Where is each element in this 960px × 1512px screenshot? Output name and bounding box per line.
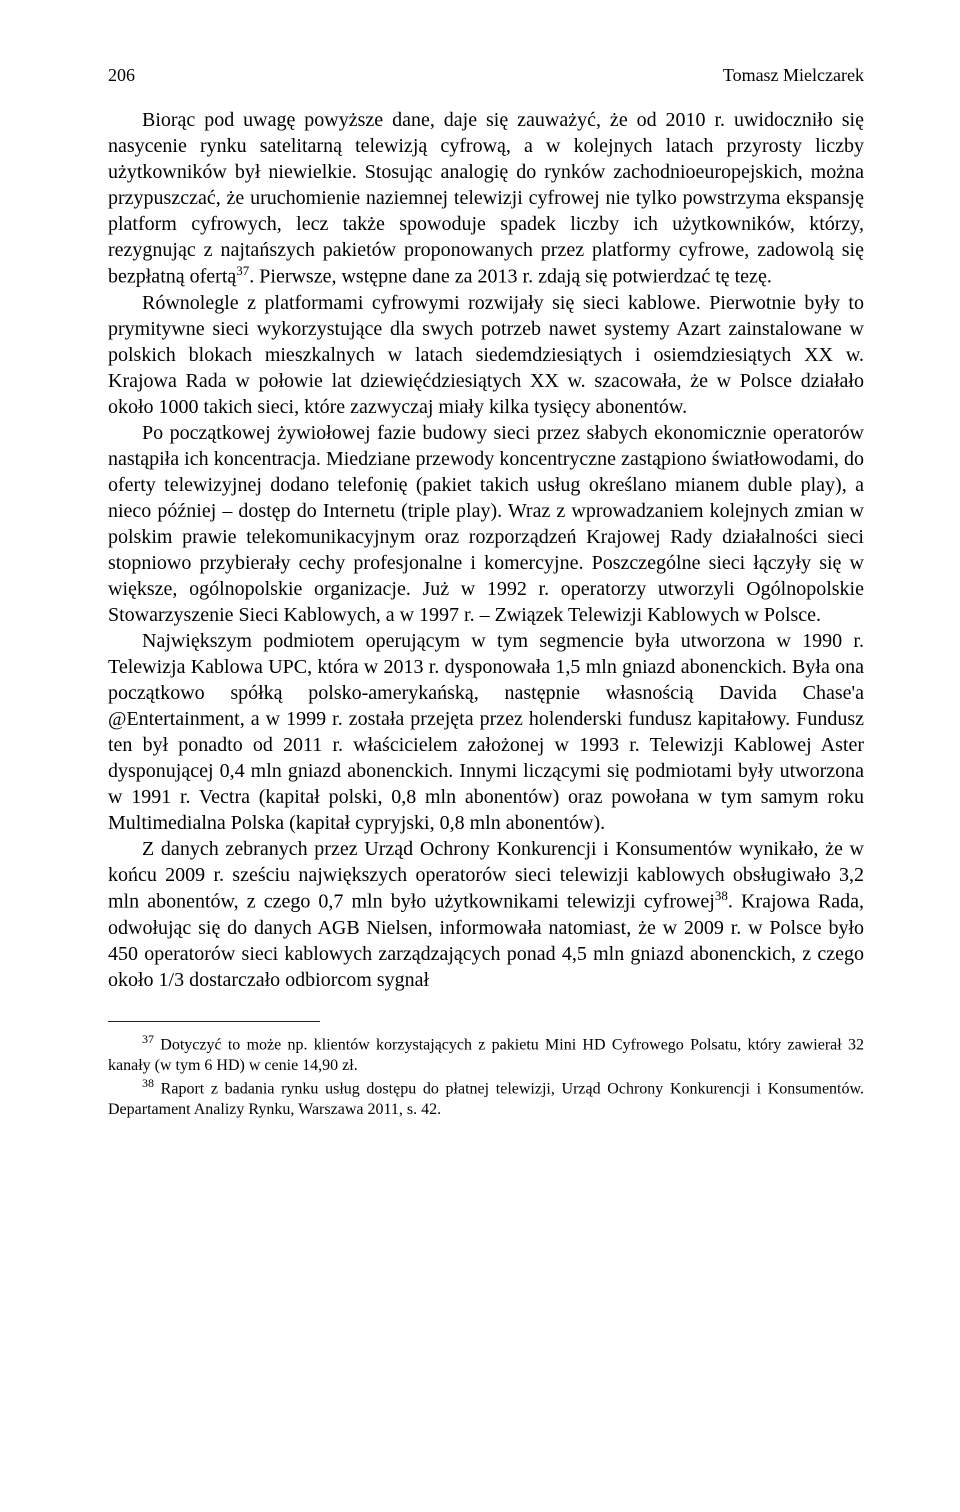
paragraph-2: Równolegle z platformami cyfrowymi rozwi… <box>108 290 864 420</box>
footnote-38-text: Raport z badania rynku usług dostępu do … <box>108 1080 864 1117</box>
running-head: Tomasz Mielczarek <box>723 64 864 87</box>
footnotes: 37 Dotyczyć to może np. klientów korzyst… <box>108 1032 864 1121</box>
paragraph-1: Biorąc pod uwagę powyższe dane, daje się… <box>108 107 864 290</box>
footnote-separator <box>108 1021 320 1022</box>
footnote-ref-38: 38 <box>715 888 728 903</box>
paragraph-3-text: Po początkowej żywiołowej fazie budowy s… <box>108 422 864 626</box>
paragraph-5: Z danych zebranych przez Urząd Ochrony K… <box>108 836 864 993</box>
footnote-37-marker: 37 <box>142 1032 154 1046</box>
footnote-37-text: Dotyczyć to może np. klientów korzystają… <box>108 1036 864 1073</box>
paragraph-3: Po początkowej żywiołowej fazie budowy s… <box>108 420 864 628</box>
paragraph-2-text: Równolegle z platformami cyfrowymi rozwi… <box>108 292 864 418</box>
paragraph-4: Największym podmiotem operującym w tym s… <box>108 628 864 836</box>
footnote-38-marker: 38 <box>142 1076 154 1090</box>
footnote-ref-37: 37 <box>236 263 249 278</box>
paragraph-1-text: Biorąc pod uwagę powyższe dane, daje się… <box>108 109 864 288</box>
page-number: 206 <box>108 64 135 87</box>
page: 206 Tomasz Mielczarek Biorąc pod uwagę p… <box>0 0 960 1512</box>
paragraph-1-tail: . Pierwsze, wstępne dane za 2013 r. zdaj… <box>249 266 772 288</box>
footnote-37: 37 Dotyczyć to może np. klientów korzyst… <box>108 1032 864 1076</box>
paragraph-4-text: Największym podmiotem operującym w tym s… <box>108 630 864 834</box>
footnote-38: 38 Raport z badania rynku usług dostępu … <box>108 1076 864 1120</box>
page-header: 206 Tomasz Mielczarek <box>108 64 864 87</box>
